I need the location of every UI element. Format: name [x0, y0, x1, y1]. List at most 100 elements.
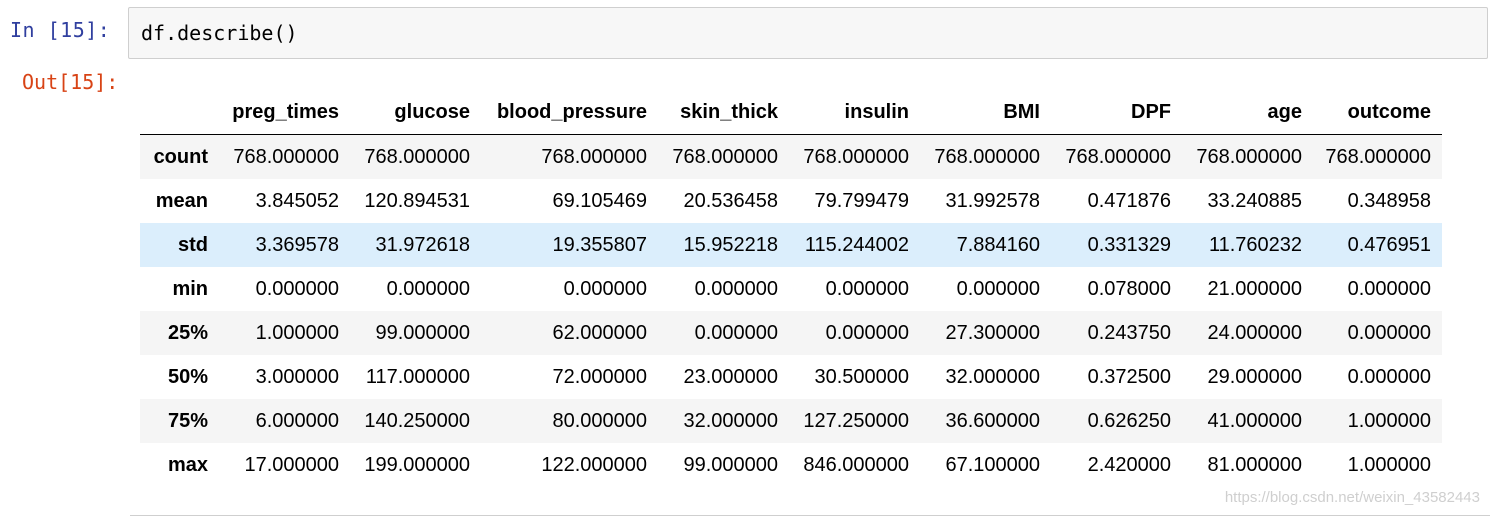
table-cell: 0.000000	[825, 321, 909, 344]
table-cell: 72.000000	[552, 365, 647, 388]
table-cell: 27.300000	[945, 321, 1040, 344]
table-cell: 32.000000	[683, 409, 778, 432]
table-cell: 0.000000	[694, 321, 778, 344]
table-cell: 23.000000	[683, 365, 778, 388]
column-header: outcome	[1313, 90, 1442, 135]
table-cell: 140.250000	[364, 409, 470, 432]
table-cell: 0.348958	[1347, 189, 1431, 212]
dataframe-output: preg_times glucose blood_pressure skin_t…	[140, 90, 1442, 487]
column-header: skin_thick	[658, 90, 789, 135]
table-cell: 1.000000	[255, 321, 339, 344]
column-header: insulin	[789, 90, 920, 135]
table-cell: 6.000000	[255, 409, 339, 432]
table-cell: 0.331329	[1087, 233, 1171, 256]
table-cell: 3.845052	[255, 189, 339, 212]
table-cell: 768.000000	[1065, 145, 1171, 168]
table-body: count 768.000000 768.000000 768.000000 768.0…	[140, 134, 1442, 487]
table-cell: 0.000000	[1347, 277, 1431, 300]
table-cell: 19.355807	[552, 233, 647, 256]
table-cell: 0.626250	[1087, 409, 1171, 432]
column-header: BMI	[920, 90, 1051, 135]
table-cell: 11.760232	[1208, 233, 1302, 256]
table-cell: 0.372500	[1087, 365, 1171, 388]
table-cell: 115.244002	[804, 233, 909, 256]
table-cell: 768.000000	[672, 145, 778, 168]
table-cell: 7.884160	[956, 233, 1040, 256]
column-header: blood_pressure	[481, 90, 658, 135]
table-cell: 24.000000	[1207, 321, 1302, 344]
table-cell: 33.240885	[1207, 189, 1302, 212]
column-header: preg_times	[219, 90, 350, 135]
row-index-label: count	[153, 145, 208, 168]
table-cell: 768.000000	[1325, 145, 1431, 168]
table-cell: 99.000000	[375, 321, 470, 344]
row-index-label: std	[178, 233, 208, 256]
row-index-label: 25%	[167, 321, 208, 344]
table-cell: 0.476951	[1347, 233, 1431, 256]
code-line[interactable]: df.describe()	[141, 21, 298, 45]
table-row: 75% 6.000000 140.250000 80.000000 32.000000 1…	[140, 399, 1442, 443]
column-header: DPF	[1051, 90, 1182, 135]
column-header: glucose	[350, 90, 481, 135]
table-row: max 17.000000 199.000000 122.000000 99.00000…	[140, 443, 1442, 487]
table-cell: 2.420000	[1087, 453, 1171, 476]
table-cell: 120.894531	[364, 189, 470, 212]
table-cell: 99.000000	[683, 453, 778, 476]
table-cell: 62.000000	[552, 321, 647, 344]
table-cell: 127.250000	[803, 409, 909, 432]
table-cell: 768.000000	[1196, 145, 1302, 168]
table-cell: 1.000000	[1347, 453, 1431, 476]
table-cell: 846.000000	[803, 453, 909, 476]
table-cell: 768.000000	[541, 145, 647, 168]
table-cell: 0.000000	[386, 277, 470, 300]
table-row: mean 3.845052 120.894531 69.105469 20.536458…	[140, 179, 1442, 223]
table-cell: 199.000000	[364, 453, 470, 476]
table-cell: 768.000000	[934, 145, 1040, 168]
row-index-label: min	[172, 277, 208, 300]
table-cell: 69.105469	[552, 189, 647, 212]
table-cell: 0.000000	[255, 277, 339, 300]
table-cell: 41.000000	[1207, 409, 1302, 432]
table-cell: 3.369578	[255, 233, 339, 256]
table-cell: 20.536458	[683, 189, 778, 212]
table-cell: 0.000000	[563, 277, 647, 300]
table-cell: 0.000000	[956, 277, 1040, 300]
index-header	[140, 90, 219, 135]
table-cell: 36.600000	[945, 409, 1040, 432]
table-cell: 80.000000	[552, 409, 647, 432]
table-cell: 768.000000	[364, 145, 470, 168]
table-cell: 0.078000	[1087, 277, 1171, 300]
table-cell: 30.500000	[814, 365, 909, 388]
table-row: std 3.369578 31.972618 19.355807 15.952218 11…	[140, 223, 1442, 267]
table-header-row: preg_times glucose blood_pressure skin_t…	[140, 90, 1442, 135]
describe-table: preg_times glucose blood_pressure skin_t…	[140, 90, 1442, 487]
table-row: min 0.000000 0.000000 0.000000 0.000000 0.000…	[140, 267, 1442, 311]
table-cell: 32.000000	[945, 365, 1040, 388]
table-cell: 21.000000	[1207, 277, 1302, 300]
table-cell: 67.100000	[945, 453, 1040, 476]
row-index-label: mean	[155, 189, 208, 212]
table-cell: 31.992578	[945, 189, 1040, 212]
table-cell: 3.000000	[255, 365, 339, 388]
table-row: 50% 3.000000 117.000000 72.000000 23.000000 3…	[140, 355, 1442, 399]
table-cell: 122.000000	[541, 453, 647, 476]
table-row: 25% 1.000000 99.000000 62.000000 0.000000 0.0…	[140, 311, 1442, 355]
column-header: age	[1182, 90, 1313, 135]
row-index-label: 50%	[167, 365, 208, 388]
table-cell: 81.000000	[1207, 453, 1302, 476]
table-cell: 0.000000	[694, 277, 778, 300]
table-cell: 0.000000	[825, 277, 909, 300]
table-cell: 31.972618	[375, 233, 470, 256]
table-cell: 0.000000	[1347, 365, 1431, 388]
watermark: https://blog.csdn.net/weixin_43582443	[1224, 489, 1480, 506]
output-prompt: Out[15]:	[22, 70, 119, 94]
row-index-label: max	[167, 453, 208, 476]
table-row: count 768.000000 768.000000 768.000000 768.0…	[140, 134, 1442, 179]
table-cell: 17.000000	[244, 453, 339, 476]
code-cell-input[interactable]: df.describe()	[128, 7, 1488, 59]
table-cell: 29.000000	[1207, 365, 1302, 388]
cell-bottom-border	[130, 515, 1490, 516]
table-cell: 1.000000	[1347, 409, 1431, 432]
table-cell: 0.471876	[1087, 189, 1171, 212]
table-cell: 0.243750	[1087, 321, 1171, 344]
